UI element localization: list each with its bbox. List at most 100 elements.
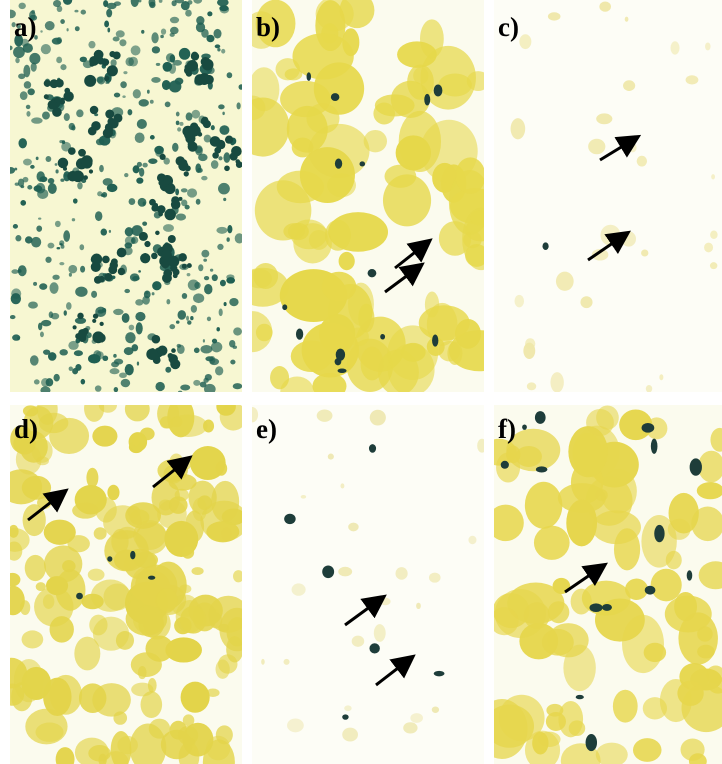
stain — [92, 331, 104, 343]
stain — [176, 213, 186, 220]
stain — [151, 32, 158, 43]
stain — [96, 139, 104, 146]
speck — [360, 161, 366, 166]
stain — [185, 10, 192, 17]
stain — [91, 255, 99, 263]
stain — [213, 138, 219, 144]
stain — [66, 302, 72, 310]
stain — [37, 171, 45, 182]
stain — [659, 374, 663, 380]
stain — [212, 152, 219, 159]
speck — [338, 368, 347, 372]
stain — [218, 183, 230, 194]
stain — [429, 573, 441, 583]
stain — [328, 212, 388, 252]
stain — [229, 340, 235, 348]
stain — [525, 338, 535, 349]
stain — [290, 219, 327, 249]
stain — [118, 268, 125, 275]
stain — [613, 690, 638, 723]
stain — [191, 52, 198, 59]
stain — [56, 57, 62, 64]
stain — [485, 704, 534, 747]
stain — [280, 376, 314, 406]
stain — [172, 143, 178, 152]
stain — [149, 2, 155, 8]
stain — [176, 320, 180, 323]
stain — [219, 309, 223, 317]
stain — [207, 317, 211, 322]
stain — [137, 362, 139, 366]
stain — [229, 298, 238, 306]
stain — [68, 147, 76, 155]
stain — [705, 42, 711, 50]
stain — [383, 174, 431, 226]
stain — [192, 110, 201, 119]
stain — [221, 527, 231, 540]
stain — [215, 366, 223, 375]
stain — [68, 341, 78, 350]
stain — [212, 274, 218, 281]
stain — [217, 48, 220, 52]
stain — [227, 225, 232, 233]
stain — [55, 569, 85, 611]
stain — [468, 536, 476, 544]
stain — [646, 385, 652, 392]
stain — [73, 325, 77, 329]
stain — [162, 273, 172, 283]
stain — [110, 368, 120, 374]
stain — [416, 603, 421, 609]
stain — [18, 73, 25, 79]
stain — [68, 265, 77, 274]
stain — [227, 617, 248, 646]
stain — [155, 382, 164, 391]
stain — [129, 198, 136, 205]
stain — [629, 143, 637, 152]
stain — [186, 112, 193, 120]
stain — [26, 111, 30, 117]
stain — [211, 342, 222, 353]
stain — [176, 112, 180, 117]
panel-label: a) — [14, 12, 37, 42]
stain — [43, 594, 54, 609]
stain — [322, 272, 357, 302]
speck — [434, 85, 443, 97]
stain — [477, 439, 487, 453]
stain — [29, 53, 40, 65]
stain — [25, 236, 33, 243]
speck — [107, 556, 112, 562]
stain — [292, 33, 353, 79]
stain — [109, 51, 115, 57]
stain — [99, 398, 117, 413]
stain — [31, 237, 41, 248]
stain — [124, 347, 134, 355]
stain — [104, 273, 112, 281]
stain — [633, 738, 662, 762]
stain — [171, 348, 176, 353]
stain — [127, 506, 140, 518]
stain — [91, 579, 130, 611]
stain — [48, 183, 57, 194]
stain — [22, 630, 44, 648]
stain — [190, 316, 193, 320]
stain — [203, 339, 205, 342]
stain — [348, 523, 359, 532]
stain — [117, 736, 138, 754]
stain — [171, 196, 179, 204]
stain — [420, 19, 444, 58]
stain — [231, 146, 242, 157]
speck — [586, 734, 597, 751]
stain — [136, 177, 143, 183]
stain — [187, 188, 197, 197]
stain — [216, 659, 230, 678]
stain — [25, 555, 46, 581]
stain — [135, 133, 145, 144]
stain — [170, 265, 177, 272]
stain — [490, 607, 519, 635]
stain — [225, 135, 233, 143]
stain — [30, 165, 35, 169]
stain — [200, 345, 212, 354]
stain — [27, 185, 32, 190]
stain — [184, 171, 189, 176]
stain — [137, 162, 142, 167]
